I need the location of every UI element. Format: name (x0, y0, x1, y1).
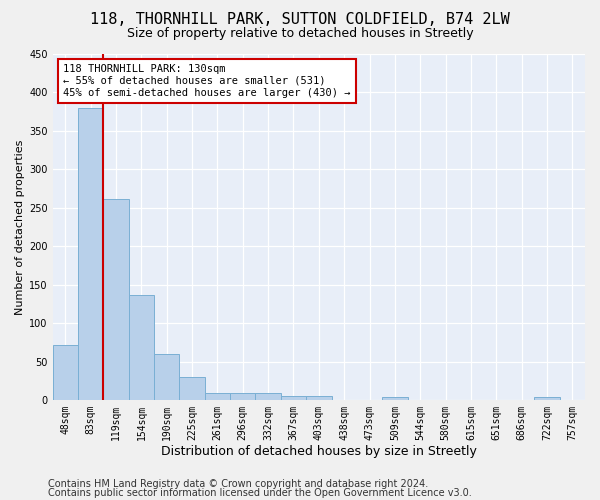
Text: Contains public sector information licensed under the Open Government Licence v3: Contains public sector information licen… (48, 488, 472, 498)
Bar (382, 397, 407, 400)
Bar (103, 198, 129, 400)
Bar (205, 392, 230, 400)
Y-axis label: Number of detached properties: Number of detached properties (15, 140, 25, 315)
Bar (306, 396, 332, 400)
Bar (129, 295, 154, 400)
Bar (154, 354, 179, 400)
Text: 118 THORNHILL PARK: 130sqm
← 55% of detached houses are smaller (531)
45% of sem: 118 THORNHILL PARK: 130sqm ← 55% of deta… (63, 64, 351, 98)
X-axis label: Distribution of detached houses by size in Streetly: Distribution of detached houses by size … (161, 444, 477, 458)
Bar (256, 392, 281, 400)
Bar (179, 377, 205, 400)
Bar (281, 396, 306, 400)
Text: Contains HM Land Registry data © Crown copyright and database right 2024.: Contains HM Land Registry data © Crown c… (48, 479, 428, 489)
Text: Size of property relative to detached houses in Streetly: Size of property relative to detached ho… (127, 28, 473, 40)
Bar (535, 397, 560, 400)
Text: 118, THORNHILL PARK, SUTTON COLDFIELD, B74 2LW: 118, THORNHILL PARK, SUTTON COLDFIELD, B… (90, 12, 510, 28)
Bar (230, 394, 256, 400)
Bar (53, 345, 78, 400)
Bar (78, 108, 103, 400)
